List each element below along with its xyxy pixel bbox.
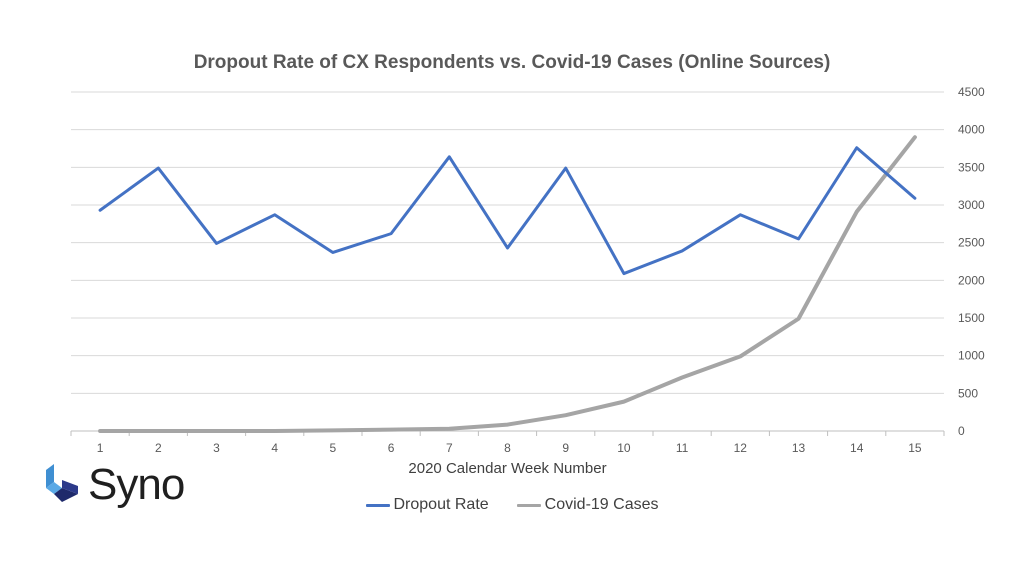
legend-label-covid-cases: Covid-19 Cases [544, 496, 659, 513]
x-tick-label-6: 6 [388, 441, 395, 455]
y-tick-label-500: 500 [958, 386, 978, 400]
y-tick-label-0: 0 [958, 424, 965, 438]
x-tick-label-8: 8 [504, 441, 511, 455]
x-tick-label-3: 3 [213, 441, 220, 455]
y-tick-label-4500: 4500 [958, 85, 985, 99]
y-tick-label-2500: 2500 [958, 236, 985, 250]
syno-logo-text: Syno [88, 460, 185, 509]
legend-swatch-dropout-rate [365, 503, 390, 507]
x-tick-label-5: 5 [330, 441, 337, 455]
x-tick-label-1: 1 [97, 441, 104, 455]
x-tick-label-14: 14 [850, 441, 864, 455]
syno-cube-icon [46, 464, 78, 502]
x-tick-label-12: 12 [734, 441, 748, 455]
x-tick-label-2: 2 [155, 441, 162, 455]
series-line-dropout-rate [98, 146, 917, 276]
y-tick-label-2000: 2000 [958, 273, 985, 287]
x-axis-title: 2020 Calendar Week Number [408, 460, 606, 477]
y-tick-label-3500: 3500 [958, 160, 985, 174]
syno-logo: Syno [40, 458, 185, 528]
x-tick-label-13: 13 [792, 441, 806, 455]
y-tick-label-4000: 4000 [958, 123, 985, 137]
legend-swatch-covid-cases [516, 503, 541, 507]
y-tick-label-1000: 1000 [958, 349, 985, 363]
x-tick-label-10: 10 [617, 441, 631, 455]
x-tick-label-4: 4 [271, 441, 278, 455]
legend-item-dropout-rate: Dropout Rate [365, 496, 489, 514]
x-tick-label-7: 7 [446, 441, 453, 455]
x-tick-label-15: 15 [908, 441, 922, 455]
legend: Dropout Rate Covid-19 Cases [0, 496, 1024, 514]
y-tick-label-1500: 1500 [958, 311, 985, 325]
series-line-covid-19-cases [98, 135, 917, 433]
y-tick-label-3000: 3000 [958, 198, 985, 212]
x-tick-label-9: 9 [562, 441, 569, 455]
chart-title: Dropout Rate of CX Respondents vs. Covid… [193, 52, 831, 73]
x-tick-label-11: 11 [676, 441, 689, 455]
legend-item-covid-cases: Covid-19 Cases [516, 496, 659, 514]
legend-label-dropout-rate: Dropout Rate [393, 496, 489, 513]
